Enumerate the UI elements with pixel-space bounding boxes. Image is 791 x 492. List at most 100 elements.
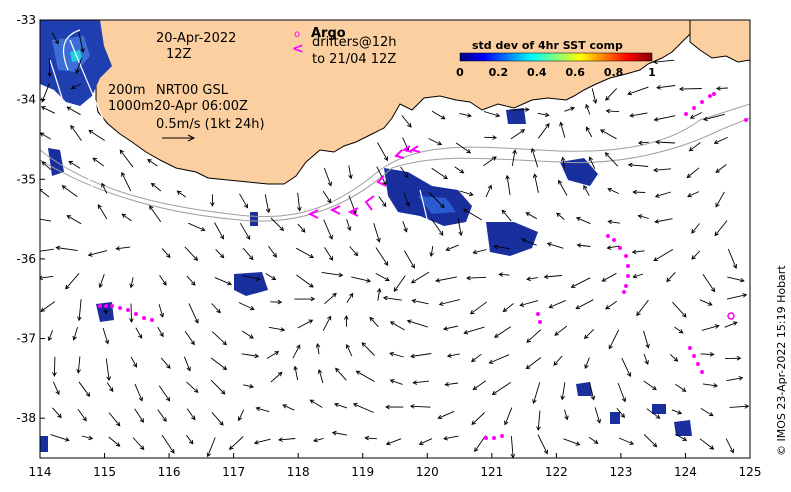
- current-arrow: [78, 381, 91, 398]
- current-arrow: [560, 382, 566, 401]
- sst-patches: [40, 20, 692, 452]
- current-arrow: [389, 321, 405, 331]
- current-arrow: [646, 408, 661, 419]
- current-arrow: [445, 244, 459, 252]
- current-arrow: [576, 243, 591, 248]
- current-arrow: [559, 121, 566, 138]
- current-arrow: [40, 106, 56, 114]
- date-label: 20-Apr-2022: [156, 31, 236, 46]
- current-arrow: [411, 298, 429, 305]
- y-tick-label: -37: [16, 332, 36, 346]
- current-arrow: [270, 217, 285, 232]
- current-arrow: [214, 277, 232, 286]
- current-arrow: [629, 112, 648, 118]
- current-arrow: [157, 409, 167, 423]
- current-arrow: [61, 185, 78, 198]
- current-arrow: [70, 124, 82, 141]
- current-arrow: [437, 410, 455, 420]
- argo-marker-icon: o: [294, 29, 300, 40]
- current-arrow: [510, 129, 526, 140]
- current-arrow: [403, 192, 410, 207]
- current-arrow: [184, 246, 199, 261]
- current-arrow: [444, 382, 459, 387]
- current-arrow: [725, 355, 742, 361]
- land-east: [689, 20, 750, 63]
- colorbar-ticks: 0 0.2 0.4 0.6 0.8 1: [456, 66, 656, 79]
- current-arrow: [702, 113, 725, 122]
- current-arrow: [678, 86, 702, 92]
- current-arrow: [292, 344, 301, 359]
- current-arrow: [471, 412, 486, 426]
- current-arrow: [575, 299, 594, 310]
- current-arrow: [532, 382, 541, 404]
- current-arrow: [106, 382, 114, 393]
- y-tick-label: -36: [16, 252, 36, 266]
- current-arrow: [78, 31, 85, 54]
- current-arrow: [211, 412, 224, 426]
- current-arrow: [583, 184, 590, 196]
- current-arrow: [454, 166, 465, 174]
- current-arrow: [211, 303, 221, 314]
- current-arrow: [588, 436, 599, 444]
- current-arrow: [206, 437, 216, 458]
- current-arrow: [410, 353, 432, 359]
- current-arrow: [47, 58, 53, 78]
- current-arrow: [498, 272, 510, 277]
- current-arrow: [564, 409, 569, 421]
- current-arrow: [105, 358, 112, 382]
- current-arrow: [66, 215, 82, 225]
- current-arrow: [157, 326, 164, 338]
- current-arrow: [393, 275, 406, 292]
- current-arrow: [322, 190, 332, 204]
- current-arrow: [323, 167, 333, 187]
- current-arrow: [293, 365, 299, 381]
- current-arrow: [214, 222, 224, 240]
- current-arrow: [632, 273, 644, 279]
- current-arrow: [47, 330, 54, 342]
- current-arrow: [349, 246, 359, 257]
- current-arrow: [150, 182, 162, 192]
- current-arrow: [636, 299, 649, 317]
- current-arrow: [41, 161, 52, 171]
- current-arrow: [585, 126, 593, 138]
- x-tick-label: 123: [609, 465, 632, 479]
- current-arrow: [494, 326, 512, 338]
- current-arrow: [546, 242, 564, 249]
- current-arrow: [643, 380, 657, 391]
- x-tick-label: 119: [351, 465, 374, 479]
- current-arrow: [726, 376, 744, 382]
- current-arrow: [92, 157, 104, 167]
- x-tick-label: 118: [287, 465, 310, 479]
- current-arrow: [211, 331, 227, 346]
- current-arrow: [50, 434, 70, 442]
- colorbar: [459, 52, 653, 62]
- current-arrow: [361, 342, 375, 356]
- current-arrow: [429, 246, 434, 258]
- current-arrow: [52, 381, 60, 396]
- current-arrow: [627, 86, 649, 96]
- current-arrow: [727, 248, 738, 269]
- current-arrow: [505, 174, 511, 196]
- current-arrow: [40, 248, 54, 252]
- current-arrow: [637, 140, 649, 146]
- x-axis: 114 115 116 117 118 119 120 121 122 123 124 125: [29, 453, 761, 479]
- current-arrow: [511, 149, 517, 166]
- current-arrow: [472, 380, 487, 391]
- current-arrow: [470, 353, 482, 363]
- current-arrow: [324, 292, 337, 305]
- colorbar-tick-label: 0.6: [565, 66, 585, 79]
- current-arrow: [241, 330, 254, 339]
- drifter-date-label: to 21/04 12Z: [312, 52, 396, 67]
- current-arrow: [87, 250, 108, 257]
- current-arrow: [627, 162, 649, 168]
- current-arrow: [115, 246, 131, 251]
- current-arrow: [158, 385, 171, 402]
- current-arrow: [525, 357, 542, 370]
- current-arrow: [186, 434, 194, 445]
- current-arrow: [462, 208, 482, 221]
- current-arrow: [715, 164, 727, 173]
- current-arrow: [55, 245, 78, 252]
- time-label: 12Z: [166, 47, 192, 62]
- current-arrow: [585, 103, 591, 115]
